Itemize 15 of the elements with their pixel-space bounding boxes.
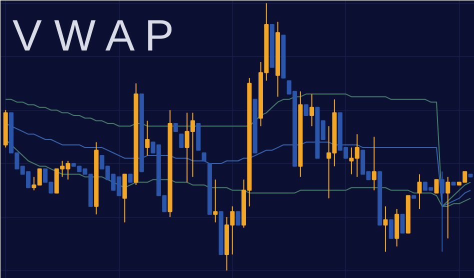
candlestick — [400, 214, 405, 234]
candlestick — [417, 174, 422, 210]
candlestick — [434, 179, 439, 194]
candlestick — [236, 211, 240, 226]
candlestick — [383, 206, 388, 252]
candlestick — [310, 94, 314, 127]
candlestick — [388, 219, 394, 239]
candlestick — [145, 120, 150, 156]
candlestick — [304, 104, 308, 116]
candlestick — [372, 136, 376, 191]
candlestick — [179, 134, 184, 148]
candlestick — [213, 179, 218, 223]
candlestick — [440, 171, 444, 252]
candlestick — [446, 176, 450, 239]
chart-title: V W A P — [12, 12, 174, 60]
